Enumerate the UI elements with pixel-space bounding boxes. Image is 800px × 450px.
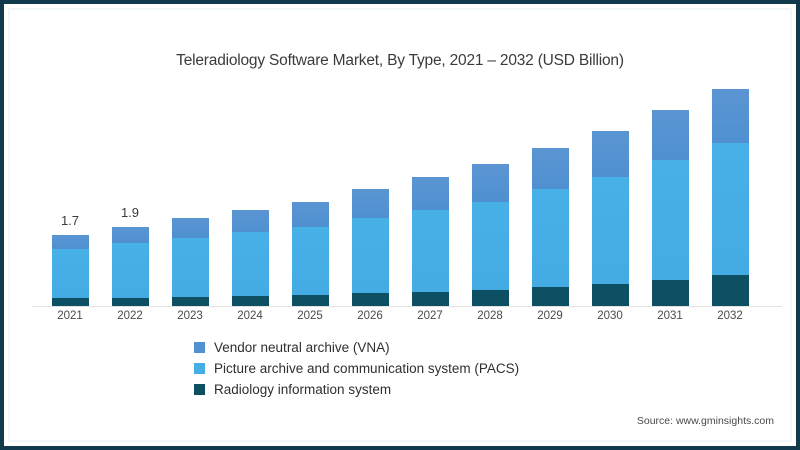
bar-segment-ris-2023[interactable] — [171, 296, 209, 306]
bar-column-2029[interactable] — [531, 147, 569, 306]
bar-segment-vna-2025[interactable] — [291, 201, 329, 227]
bar-column-2027[interactable] — [411, 176, 449, 306]
bar-value-label-2021: 1.7 — [60, 213, 80, 229]
bar-segment-vna-2026[interactable] — [351, 189, 389, 219]
x-tick-2025: 2025 — [297, 310, 323, 322]
bar-segment-vna-2030[interactable] — [591, 130, 629, 177]
bar-segment-pacs-2022[interactable] — [111, 243, 149, 298]
bar-segment-ris-2031[interactable] — [651, 279, 689, 306]
bar-segment-ris-2027[interactable] — [411, 291, 449, 306]
bar-segment-vna-2028[interactable] — [471, 164, 509, 202]
x-tick-2031: 2031 — [657, 310, 683, 322]
bar-column-2030[interactable] — [591, 130, 629, 306]
bar-segment-vna-2032[interactable] — [711, 89, 749, 144]
bar-segment-ris-2028[interactable] — [471, 289, 509, 306]
bar-segment-vna-2022[interactable] — [111, 226, 149, 244]
x-tick-2027: 2027 — [417, 310, 443, 322]
bar-column-2021[interactable] — [51, 235, 89, 306]
bar-segment-ris-2032[interactable] — [711, 274, 749, 306]
legend-item-ris[interactable]: Radiology information system — [194, 379, 519, 400]
x-axis-line — [32, 306, 782, 307]
bar-segment-ris-2021[interactable] — [51, 298, 89, 306]
bar-segment-ris-2022[interactable] — [111, 297, 149, 306]
bar-segment-ris-2025[interactable] — [291, 294, 329, 306]
x-tick-2029: 2029 — [537, 310, 563, 322]
bar-column-2022[interactable] — [111, 226, 149, 306]
legend-label-ris: Radiology information system — [214, 382, 392, 397]
legend-swatch-icon-ris — [194, 384, 205, 395]
bar-segment-pacs-2027[interactable] — [411, 210, 449, 292]
x-tick-2030: 2030 — [597, 310, 623, 322]
x-tick-2022: 2022 — [117, 310, 143, 322]
bar-segment-pacs-2026[interactable] — [351, 218, 389, 294]
bar-segment-vna-2031[interactable] — [651, 110, 689, 161]
bar-segment-pacs-2025[interactable] — [291, 226, 329, 295]
bar-segment-pacs-2024[interactable] — [231, 232, 269, 296]
bar-segment-pacs-2023[interactable] — [171, 237, 209, 297]
bar-segment-vna-2023[interactable] — [171, 218, 209, 238]
bar-segment-pacs-2029[interactable] — [531, 189, 569, 288]
bar-segment-vna-2024[interactable] — [231, 210, 269, 233]
bar-value-label-2022: 1.9 — [120, 204, 140, 220]
bar-segment-pacs-2032[interactable] — [711, 143, 749, 275]
bar-column-2023[interactable] — [171, 218, 209, 306]
bar-segment-vna-2027[interactable] — [411, 176, 449, 211]
bar-segment-ris-2029[interactable] — [531, 287, 569, 306]
x-tick-2021: 2021 — [57, 310, 83, 322]
legend-item-pacs[interactable]: Picture archive and communication system… — [194, 358, 519, 379]
bar-segment-vna-2021[interactable] — [51, 235, 89, 250]
bar-column-2032[interactable] — [711, 89, 749, 306]
legend-label-vna: Vendor neutral archive (VNA) — [214, 340, 390, 355]
bar-segment-pacs-2031[interactable] — [651, 160, 689, 280]
bar-column-2028[interactable] — [471, 164, 509, 306]
bar-segment-vna-2029[interactable] — [531, 147, 569, 190]
bar-segment-pacs-2030[interactable] — [591, 176, 629, 284]
source-attribution: Source: www.gminsights.com — [636, 415, 774, 427]
bar-column-2031[interactable] — [651, 110, 689, 306]
x-tick-2028: 2028 — [477, 310, 503, 322]
bar-column-2024[interactable] — [231, 210, 269, 306]
legend-label-pacs: Picture archive and communication system… — [214, 361, 520, 376]
bar-segment-ris-2026[interactable] — [351, 293, 389, 306]
legend-swatch-icon-vna — [194, 342, 205, 353]
x-tick-2023: 2023 — [177, 310, 203, 322]
bar-column-2025[interactable] — [291, 201, 329, 306]
x-tick-2026: 2026 — [357, 310, 383, 322]
legend-item-vna[interactable]: Vendor neutral archive (VNA) — [194, 337, 519, 358]
chart-legend: Vendor neutral archive (VNA) Picture arch… — [194, 337, 519, 400]
bar-column-2026[interactable] — [351, 189, 389, 306]
legend-swatch-icon-pacs — [194, 363, 205, 374]
chart-title: Teleradiology Software Market, By Type, … — [176, 52, 624, 69]
bar-segment-ris-2024[interactable] — [231, 295, 269, 306]
bar-segment-ris-2030[interactable] — [591, 283, 629, 306]
bar-segment-pacs-2028[interactable] — [471, 201, 509, 290]
x-tick-2032: 2032 — [717, 310, 743, 322]
bar-segment-pacs-2021[interactable] — [51, 249, 89, 299]
x-tick-2024: 2024 — [237, 310, 263, 322]
